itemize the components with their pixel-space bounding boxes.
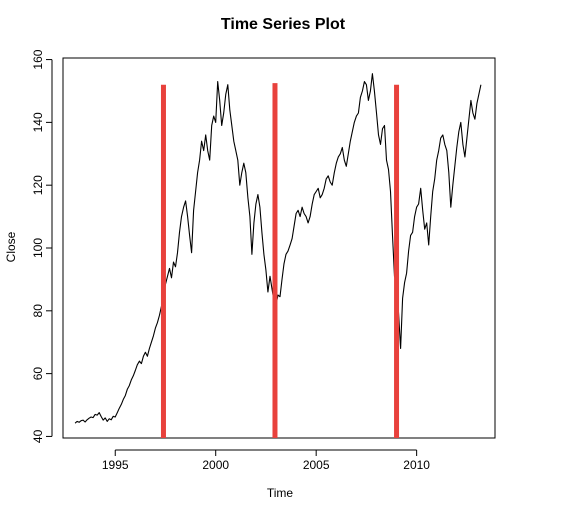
y-tick-label: 100: [31, 238, 45, 258]
event-markers: [160, 83, 400, 438]
series-layer: [74, 73, 482, 424]
y-tick-label: 80: [31, 304, 45, 318]
y-tick-label: 120: [31, 175, 45, 195]
x-tick-label: 2000: [202, 458, 229, 472]
y-tick-label: 140: [31, 112, 45, 132]
y-axis: 40 60 80 100 120 140 160: [31, 49, 53, 443]
y-tick-label: 60: [31, 367, 45, 381]
x-tick-label: 2005: [303, 458, 330, 472]
x-tick-label: 2010: [403, 458, 430, 472]
series-line: [74, 73, 482, 424]
plot-frame: [62, 57, 496, 439]
chart-title: Time Series Plot: [221, 16, 346, 33]
y-axis-label: Close: [4, 231, 18, 262]
x-tick-label: 1995: [102, 458, 129, 472]
x-axis-label: Time: [267, 486, 294, 500]
y-tick-label: 160: [31, 49, 45, 69]
x-axis: 1995 2000 2005 2010: [102, 449, 430, 472]
y-tick-label: 40: [31, 429, 45, 443]
